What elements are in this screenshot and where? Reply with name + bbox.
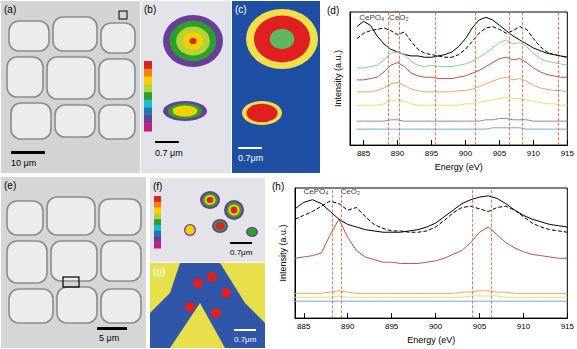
svg-text:0.7μm: 0.7μm <box>238 153 263 163</box>
svg-text:900: 900 <box>459 149 473 158</box>
svg-text:910: 910 <box>527 149 541 158</box>
svg-text:5 μm: 5 μm <box>99 333 119 343</box>
svg-text:(h): (h) <box>272 181 284 192</box>
svg-text:890: 890 <box>341 322 355 331</box>
svg-text:CeO₂: CeO₂ <box>389 13 409 22</box>
svg-text:910: 910 <box>517 322 531 331</box>
svg-text:915: 915 <box>561 322 575 331</box>
svg-text:890: 890 <box>391 149 405 158</box>
svg-text:895: 895 <box>425 149 439 158</box>
svg-text:885: 885 <box>297 322 311 331</box>
svg-text:0.7μm: 0.7μm <box>234 335 257 344</box>
svg-text:(b): (b) <box>144 4 156 15</box>
svg-text:Energy (eV): Energy (eV) <box>407 335 455 345</box>
svg-text:905: 905 <box>493 149 507 158</box>
svg-text:0.7 μm: 0.7 μm <box>155 148 183 158</box>
svg-text:(c): (c) <box>235 4 247 15</box>
svg-text:CeO₂: CeO₂ <box>341 187 361 196</box>
svg-text:CePO₄: CePO₄ <box>304 187 329 196</box>
svg-text:895: 895 <box>385 322 399 331</box>
svg-text:(a): (a) <box>4 4 16 15</box>
svg-text:Energy (eV): Energy (eV) <box>435 162 483 172</box>
svg-text:CePO₄: CePO₄ <box>359 13 384 22</box>
svg-text:915: 915 <box>561 149 575 158</box>
svg-text:(e): (e) <box>4 180 16 191</box>
svg-text:(d): (d) <box>327 5 339 16</box>
svg-text:885: 885 <box>357 149 371 158</box>
svg-text:0.7μm: 0.7μm <box>230 248 253 257</box>
svg-text:900: 900 <box>429 322 443 331</box>
svg-text:(g): (g) <box>153 266 165 277</box>
svg-text:(f): (f) <box>153 181 162 192</box>
svg-text:905: 905 <box>473 322 487 331</box>
svg-text:Intensity (a.u.): Intensity (a.u.) <box>278 225 288 282</box>
svg-text:10 μm: 10 μm <box>11 158 36 168</box>
svg-text:Intensity (a.u.): Intensity (a.u.) <box>333 50 343 107</box>
